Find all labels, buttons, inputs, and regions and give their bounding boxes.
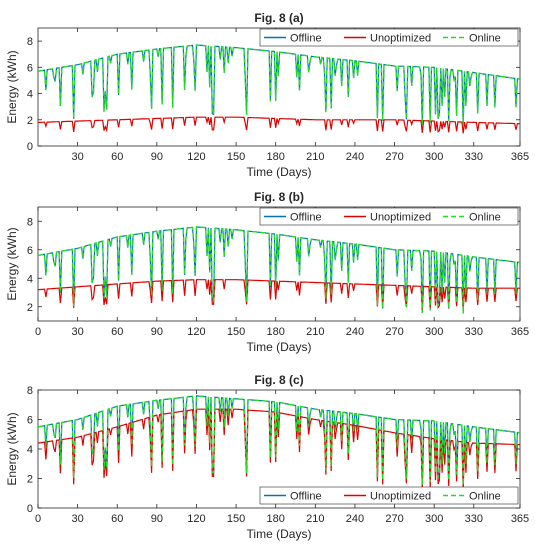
y-tick-label: 2	[27, 474, 33, 486]
x-tick-label: 365	[511, 151, 529, 163]
series-line-unoptimized	[38, 279, 520, 311]
x-tick-label: 150	[227, 326, 245, 338]
y-tick-label: 4	[27, 444, 33, 456]
x-tick-label: 120	[187, 326, 205, 338]
y-tick-label: 8	[27, 216, 33, 228]
y-tick-label: 6	[27, 62, 33, 74]
x-tick-label: 30	[71, 513, 83, 525]
legend-label: Online	[469, 212, 501, 224]
y-tick-label: 6	[27, 245, 33, 257]
x-tick-label: 210	[306, 326, 324, 338]
legend-label: Online	[469, 491, 501, 503]
x-tick-label: 180	[267, 513, 285, 525]
x-tick-label: 270	[385, 326, 403, 338]
legend: Offline Unoptimized Online	[259, 207, 519, 226]
series-line-offline	[38, 226, 520, 314]
y-tick-label: 2	[27, 302, 33, 314]
y-tick-label: 8	[27, 385, 33, 397]
x-tick-label: 60	[111, 151, 123, 163]
legend-label: Offline	[290, 33, 322, 45]
chart-panel-c: Fig. 8 (c)0 30 60 90 120 150 180 210 240 270 300 33…	[5, 373, 529, 541]
y-tick-label: 8	[27, 36, 33, 48]
x-tick-label: 150	[227, 151, 245, 163]
x-tick-label: 240	[346, 151, 364, 163]
x-tick-label: 0	[35, 513, 41, 525]
y-tick-label: 4	[27, 273, 33, 285]
legend-box	[259, 486, 519, 505]
y-tick-label: 0	[27, 503, 33, 515]
chart-panel-a: Fig. 8 (a)30 60 90 120 150 180 210 240 270 300 330…	[5, 11, 529, 179]
legend-label: Unoptimized	[370, 212, 431, 224]
chart-title: Fig. 8 (b)	[254, 190, 304, 204]
series-line-online	[38, 395, 520, 486]
x-tick-label: 0	[35, 326, 41, 338]
legend-label: Unoptimized	[370, 33, 431, 45]
x-tick-label: 330	[465, 513, 483, 525]
x-tick-label: 330	[465, 151, 483, 163]
y-axis-label: Energy (kWh)	[5, 227, 19, 300]
x-tick-label: 300	[425, 151, 443, 163]
x-tick-label: 30	[71, 151, 83, 163]
legend-box	[259, 28, 519, 47]
x-tick-label: 270	[385, 151, 403, 163]
y-tick-label: 6	[27, 415, 33, 427]
x-tick-label: 270	[385, 513, 403, 525]
x-tick-label: 210	[306, 513, 324, 525]
x-axis-label: Time (Days)	[247, 340, 312, 354]
x-tick-label: 120	[187, 513, 205, 525]
x-tick-label: 330	[465, 326, 483, 338]
x-tick-label: 240	[346, 326, 364, 338]
chart-title: Fig. 8 (a)	[254, 11, 303, 25]
x-tick-label: 120	[187, 151, 205, 163]
x-tick-label: 300	[425, 513, 443, 525]
x-axis-label: Time (Days)	[247, 165, 312, 179]
x-tick-label: 365	[511, 513, 529, 525]
series-line-online	[38, 44, 520, 126]
x-tick-label: 300	[425, 326, 443, 338]
x-tick-label: 60	[111, 513, 123, 525]
legend-label: Unoptimized	[370, 491, 431, 503]
y-axis-label: Energy (kWh)	[5, 412, 19, 485]
x-axis-label: Time (Days)	[247, 527, 312, 541]
y-axis-label: Energy (kWh)	[5, 50, 19, 123]
legend: Offline Unoptimized Online	[259, 486, 519, 505]
x-tick-label: 90	[151, 151, 163, 163]
legend: Offline Unoptimized Online	[259, 28, 519, 47]
series-line-unoptimized	[38, 116, 520, 134]
y-tick-label: 2	[27, 115, 33, 127]
legend-label: Offline	[290, 212, 322, 224]
x-tick-label: 365	[511, 326, 529, 338]
x-tick-label: 210	[306, 151, 324, 163]
legend-label: Offline	[290, 491, 322, 503]
x-tick-label: 240	[346, 513, 364, 525]
y-tick-label: 0	[27, 141, 33, 153]
y-tick-label: 4	[27, 89, 33, 101]
legend-box	[259, 207, 519, 226]
x-tick-label: 180	[267, 151, 285, 163]
x-tick-label: 90	[151, 326, 163, 338]
x-tick-label: 30	[71, 326, 83, 338]
x-tick-label: 60	[111, 326, 123, 338]
chart-panel-b: Fig. 8 (b) 0 30 60 90 120 150 180 210 240 270 300 33…	[5, 190, 529, 354]
chart-title: Fig. 8 (c)	[254, 373, 303, 387]
x-tick-label: 180	[267, 326, 285, 338]
x-tick-label: 90	[151, 513, 163, 525]
legend-label: Online	[469, 33, 501, 45]
x-tick-label: 150	[227, 513, 245, 525]
